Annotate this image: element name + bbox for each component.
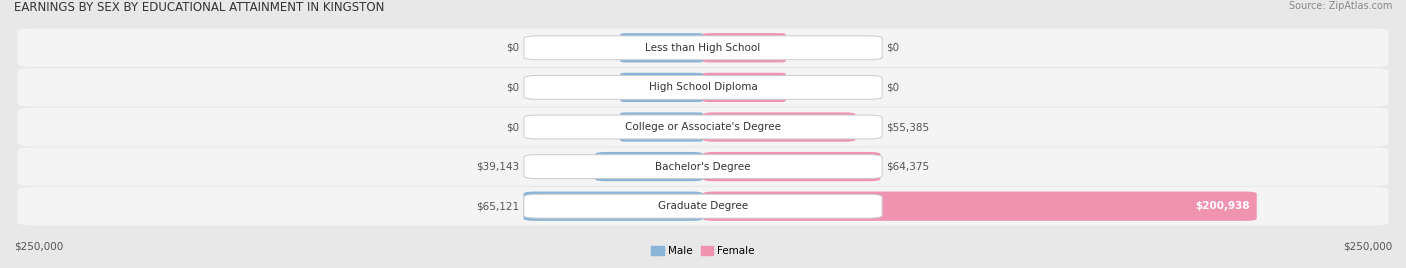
- FancyBboxPatch shape: [17, 187, 1389, 225]
- Text: EARNINGS BY SEX BY EDUCATIONAL ATTAINMENT IN KINGSTON: EARNINGS BY SEX BY EDUCATIONAL ATTAINMEN…: [14, 1, 384, 14]
- FancyBboxPatch shape: [703, 192, 1257, 221]
- FancyBboxPatch shape: [620, 73, 703, 102]
- FancyBboxPatch shape: [620, 112, 703, 142]
- Text: Less than High School: Less than High School: [645, 43, 761, 53]
- Text: $0: $0: [506, 122, 520, 132]
- Text: College or Associate's Degree: College or Associate's Degree: [626, 122, 780, 132]
- FancyBboxPatch shape: [703, 152, 880, 181]
- FancyBboxPatch shape: [703, 33, 786, 62]
- Legend: Male, Female: Male, Female: [647, 242, 759, 260]
- Text: $0: $0: [886, 82, 900, 92]
- Text: $250,000: $250,000: [1343, 241, 1392, 251]
- FancyBboxPatch shape: [523, 192, 703, 221]
- FancyBboxPatch shape: [17, 147, 1389, 186]
- FancyBboxPatch shape: [17, 28, 1389, 67]
- FancyBboxPatch shape: [17, 108, 1389, 146]
- Text: $250,000: $250,000: [14, 241, 63, 251]
- Text: Source: ZipAtlas.com: Source: ZipAtlas.com: [1288, 1, 1392, 11]
- FancyBboxPatch shape: [524, 76, 882, 99]
- FancyBboxPatch shape: [524, 194, 882, 218]
- FancyBboxPatch shape: [703, 73, 786, 102]
- Text: $65,121: $65,121: [477, 201, 520, 211]
- Text: High School Diploma: High School Diploma: [648, 82, 758, 92]
- FancyBboxPatch shape: [524, 155, 882, 178]
- Text: $39,143: $39,143: [477, 162, 520, 172]
- Text: $0: $0: [506, 43, 520, 53]
- Text: $64,375: $64,375: [886, 162, 929, 172]
- Text: $55,385: $55,385: [886, 122, 929, 132]
- Text: Graduate Degree: Graduate Degree: [658, 201, 748, 211]
- FancyBboxPatch shape: [703, 112, 856, 142]
- FancyBboxPatch shape: [620, 33, 703, 62]
- FancyBboxPatch shape: [17, 68, 1389, 107]
- Text: $200,938: $200,938: [1195, 201, 1250, 211]
- Text: $0: $0: [886, 43, 900, 53]
- Text: $0: $0: [506, 82, 520, 92]
- FancyBboxPatch shape: [524, 36, 882, 60]
- Text: Bachelor's Degree: Bachelor's Degree: [655, 162, 751, 172]
- FancyBboxPatch shape: [524, 115, 882, 139]
- FancyBboxPatch shape: [595, 152, 703, 181]
